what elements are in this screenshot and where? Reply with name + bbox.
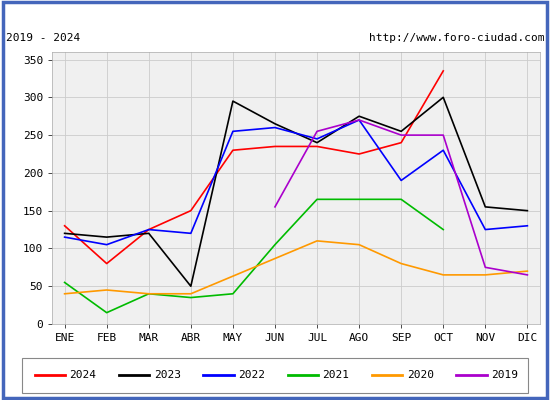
2023 — [188, 284, 194, 289]
2024 — [103, 261, 110, 266]
2021 — [398, 197, 404, 202]
2019 — [398, 133, 404, 138]
2024 — [61, 223, 68, 228]
2019 — [356, 118, 362, 122]
2021 — [145, 291, 152, 296]
Line: 2020: 2020 — [64, 241, 527, 294]
2020 — [103, 288, 110, 292]
2023 — [398, 129, 404, 134]
2020 — [145, 291, 152, 296]
2022 — [356, 118, 362, 122]
2022 — [229, 129, 236, 134]
Bar — [22, 358, 528, 393]
Text: 2019 - 2024: 2019 - 2024 — [6, 33, 80, 43]
2022 — [272, 125, 278, 130]
2019 — [272, 204, 278, 209]
2024 — [188, 208, 194, 213]
2024 — [356, 152, 362, 156]
2021 — [356, 197, 362, 202]
2023 — [482, 204, 488, 209]
2020 — [398, 261, 404, 266]
Line: 2021: 2021 — [64, 199, 443, 313]
2021 — [61, 280, 68, 285]
2022 — [398, 178, 404, 183]
2023 — [229, 99, 236, 104]
2020 — [188, 291, 194, 296]
2024 — [229, 148, 236, 153]
2022 — [440, 148, 447, 153]
2024 — [440, 68, 447, 73]
2023 — [145, 231, 152, 236]
2019 — [314, 129, 320, 134]
2019 — [524, 272, 531, 277]
2023 — [272, 121, 278, 126]
2020 — [314, 238, 320, 243]
2022 — [482, 227, 488, 232]
Line: 2023: 2023 — [64, 97, 527, 286]
Text: 2023: 2023 — [153, 370, 180, 380]
Line: 2022: 2022 — [64, 120, 527, 245]
2019 — [482, 265, 488, 270]
2023 — [440, 95, 447, 100]
2022 — [145, 227, 152, 232]
2023 — [524, 208, 531, 213]
2021 — [314, 197, 320, 202]
Line: 2024: 2024 — [64, 71, 443, 264]
Text: Evolucion Nº Turistas Extranjeros en el municipio de Vega de Valcarce: Evolucion Nº Turistas Extranjeros en el … — [0, 7, 550, 21]
Line: 2019: 2019 — [275, 120, 527, 275]
2024 — [314, 144, 320, 149]
2022 — [188, 231, 194, 236]
Text: 2024: 2024 — [69, 370, 96, 380]
2024 — [272, 144, 278, 149]
2024 — [145, 227, 152, 232]
2021 — [229, 291, 236, 296]
2021 — [103, 310, 110, 315]
2022 — [314, 136, 320, 141]
2022 — [61, 235, 68, 240]
2020 — [482, 272, 488, 277]
2022 — [103, 242, 110, 247]
2023 — [314, 140, 320, 145]
2023 — [356, 114, 362, 119]
Text: 2020: 2020 — [406, 370, 433, 380]
2020 — [524, 269, 531, 274]
2021 — [440, 227, 447, 232]
2021 — [188, 295, 194, 300]
2023 — [103, 235, 110, 240]
2020 — [356, 242, 362, 247]
2022 — [524, 223, 531, 228]
2020 — [61, 291, 68, 296]
2024 — [398, 140, 404, 145]
2020 — [440, 272, 447, 277]
Text: 2021: 2021 — [322, 370, 349, 380]
Text: 2022: 2022 — [238, 370, 265, 380]
Text: http://www.foro-ciudad.com: http://www.foro-ciudad.com — [369, 33, 544, 43]
2021 — [272, 242, 278, 247]
2023 — [61, 231, 68, 236]
Text: 2019: 2019 — [491, 370, 518, 380]
2019 — [440, 133, 447, 138]
